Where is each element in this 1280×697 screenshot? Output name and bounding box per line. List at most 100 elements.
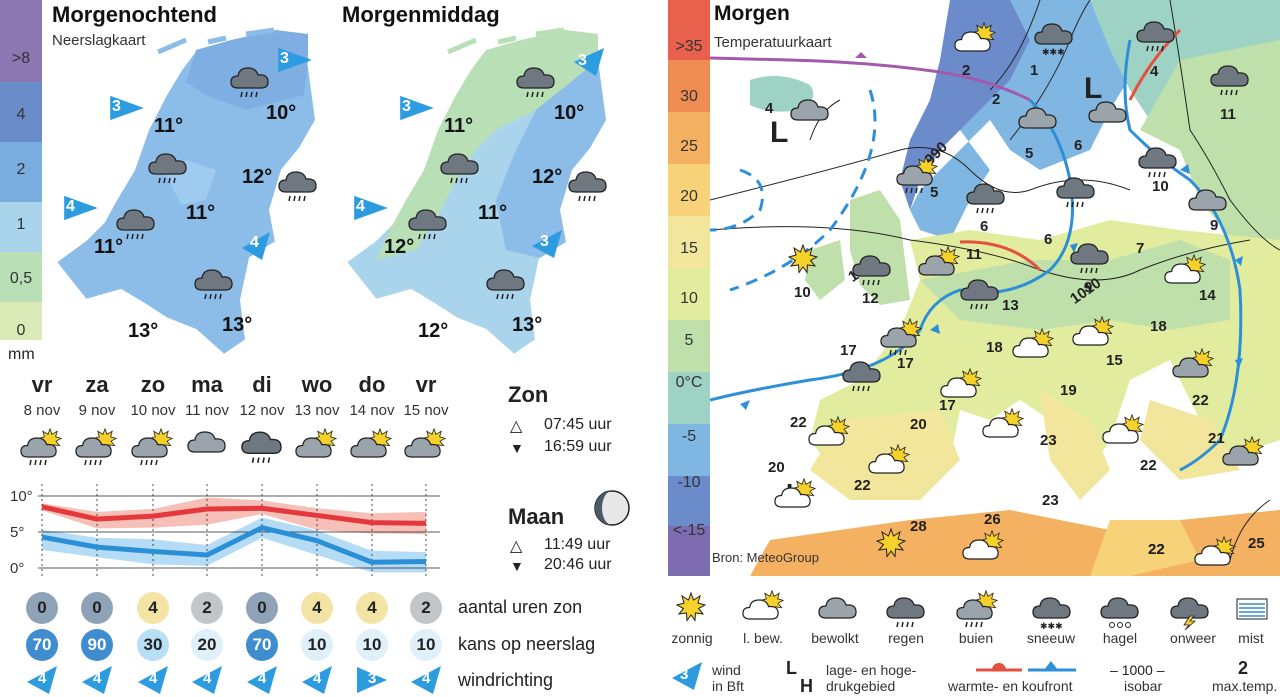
legend-low-letter: L — [786, 658, 797, 678]
moonset-time: 20:46 uur — [544, 556, 612, 573]
europe-temp: 17 — [939, 397, 956, 414]
europe-temp: 1 — [1030, 62, 1038, 79]
forecast-day: di — [252, 372, 272, 397]
partly-cloudy-icon — [1172, 348, 1216, 380]
wind-direction-icon — [192, 666, 222, 694]
legend-high-letter: H — [800, 676, 813, 696]
sun-hours-badge: 2 — [191, 592, 223, 624]
wind-force-label: 4 — [313, 670, 322, 687]
partly-cloudy-icon — [350, 428, 394, 460]
chart-ytick-label: 5° — [10, 524, 24, 541]
partly-cloudy-icon — [954, 22, 998, 54]
europe-temp: 22 — [790, 414, 807, 431]
wind-direction-label: windrichting — [458, 670, 554, 690]
legend-pressure-text: lage- en hoge-drukgebied — [826, 662, 917, 694]
wind-direction-icon — [82, 666, 112, 694]
partly-cloudy-icon — [868, 444, 912, 476]
europe-temp: 22 — [1192, 392, 1209, 409]
legend-rain-icon — [886, 594, 926, 630]
sun-hours-badge: 4 — [137, 592, 169, 624]
sun-hours-badge: 4 — [301, 592, 333, 624]
forecast-date: 14 nov — [349, 402, 395, 419]
europe-temp: 10 — [794, 284, 811, 301]
chart-ytick-label: 10° — [10, 488, 33, 505]
temp-chart: 10° 5° 0° — [10, 484, 440, 578]
europe-temp: 19 — [1060, 382, 1077, 399]
rain-chance-badge: 30 — [137, 629, 169, 661]
europe-subtitle: Temperatuurkaart — [714, 34, 832, 51]
max-temp-range-band — [42, 497, 426, 535]
rain-icon — [1210, 62, 1250, 98]
europe-temp: 15 — [1106, 352, 1123, 369]
europe-temp: 14 — [1199, 287, 1216, 304]
rain-chance-badge: 20 — [191, 629, 223, 661]
legend-hail-icon — [1100, 594, 1140, 630]
europe-temp: 18 — [1150, 318, 1167, 335]
partly-cloudy-icon — [962, 530, 1006, 562]
sun-hours-badge: 2 — [410, 592, 442, 624]
rain-icon — [568, 168, 608, 204]
temp-label: 13° — [128, 320, 159, 342]
sunset-icon: ▼ — [510, 440, 524, 456]
sunrise-time: 07:45 uur — [544, 416, 612, 433]
showers-icon — [880, 318, 924, 356]
legend-label: mist — [1238, 630, 1264, 646]
precip-scale-label: 2 — [16, 161, 26, 178]
wind-force-label: 3 — [112, 98, 121, 115]
temp-scale-label: -5 — [681, 428, 697, 445]
wind-force-label: 4 — [203, 670, 212, 687]
wind-direction-icon — [27, 666, 57, 694]
temp-scale-label: 15 — [680, 240, 698, 257]
temp-label: 11° — [478, 202, 508, 224]
sun-hours-badge: 4 — [356, 592, 388, 624]
legend-front-text: warmte- en koufront — [948, 678, 1073, 694]
rain-icon — [408, 206, 448, 242]
europe-temp: 11 — [1220, 106, 1236, 123]
temp-scale — [668, 0, 710, 576]
wind-force-label: 3 — [368, 670, 377, 687]
chart-ytick-label: 0° — [10, 560, 24, 577]
afternoon-title: Morgenmiddag — [342, 2, 500, 27]
europe-temp: 17 — [897, 355, 914, 372]
partly-cloudy-icon — [295, 428, 339, 460]
wind-arrow-icon — [532, 230, 562, 258]
legend-label: bewolkt — [811, 630, 859, 646]
rain-chance-badge: 10 — [356, 629, 388, 661]
temp-scale-label: 30 — [680, 88, 698, 105]
partly-cloudy-icon — [1222, 436, 1266, 468]
moon-phase-icon — [594, 490, 630, 526]
legend-wind-text: wind in Bft — [712, 662, 744, 694]
temp-scale-label: -10 — [677, 474, 701, 491]
europe-temp: 22 — [1148, 541, 1165, 558]
europe-temp: 9 — [1210, 217, 1218, 234]
europe-title: Morgen — [714, 2, 790, 25]
partly-cloudy-icon — [982, 408, 1026, 440]
legend-thunder-icon — [1170, 594, 1210, 630]
forecast-date: 15 nov — [403, 402, 449, 419]
partly-cloudy-icon — [940, 368, 984, 400]
rain-icon — [486, 266, 526, 302]
rain-icon — [1070, 240, 1110, 276]
legend-label: regen — [888, 630, 924, 646]
rain-icon — [1056, 174, 1096, 210]
wind-force-label: 4 — [250, 234, 259, 251]
europe-overlay: 2 1 4 11 2 4 5 6 5 990 10 6 9 11 6 7 10 … — [765, 62, 1265, 558]
showers-icon — [131, 428, 175, 466]
forecast-date: 13 nov — [294, 402, 340, 419]
forecast-day: ma — [191, 372, 223, 397]
cloud-icon — [1188, 189, 1227, 211]
partly-cloudy-icon — [774, 478, 818, 510]
partly-cloudy-icon — [1194, 536, 1238, 568]
precip-scale-label: 0 — [16, 322, 26, 339]
forecast-day: za — [85, 372, 109, 397]
wind-force-label: 3 — [578, 52, 587, 69]
rain-chance-badge: 70 — [26, 629, 58, 661]
legend-maxtemp-number: 2 — [1238, 658, 1249, 678]
europe-temp: 22 — [1148, 541, 1165, 558]
legend-snow-icon — [1032, 594, 1072, 630]
rain-icon — [240, 428, 284, 466]
legend-partly-cloudy-icon — [742, 590, 786, 622]
legend-fog-icon — [1236, 598, 1268, 620]
forecast-date: 10 nov — [130, 402, 176, 419]
europe-temp: 20 — [768, 459, 785, 476]
